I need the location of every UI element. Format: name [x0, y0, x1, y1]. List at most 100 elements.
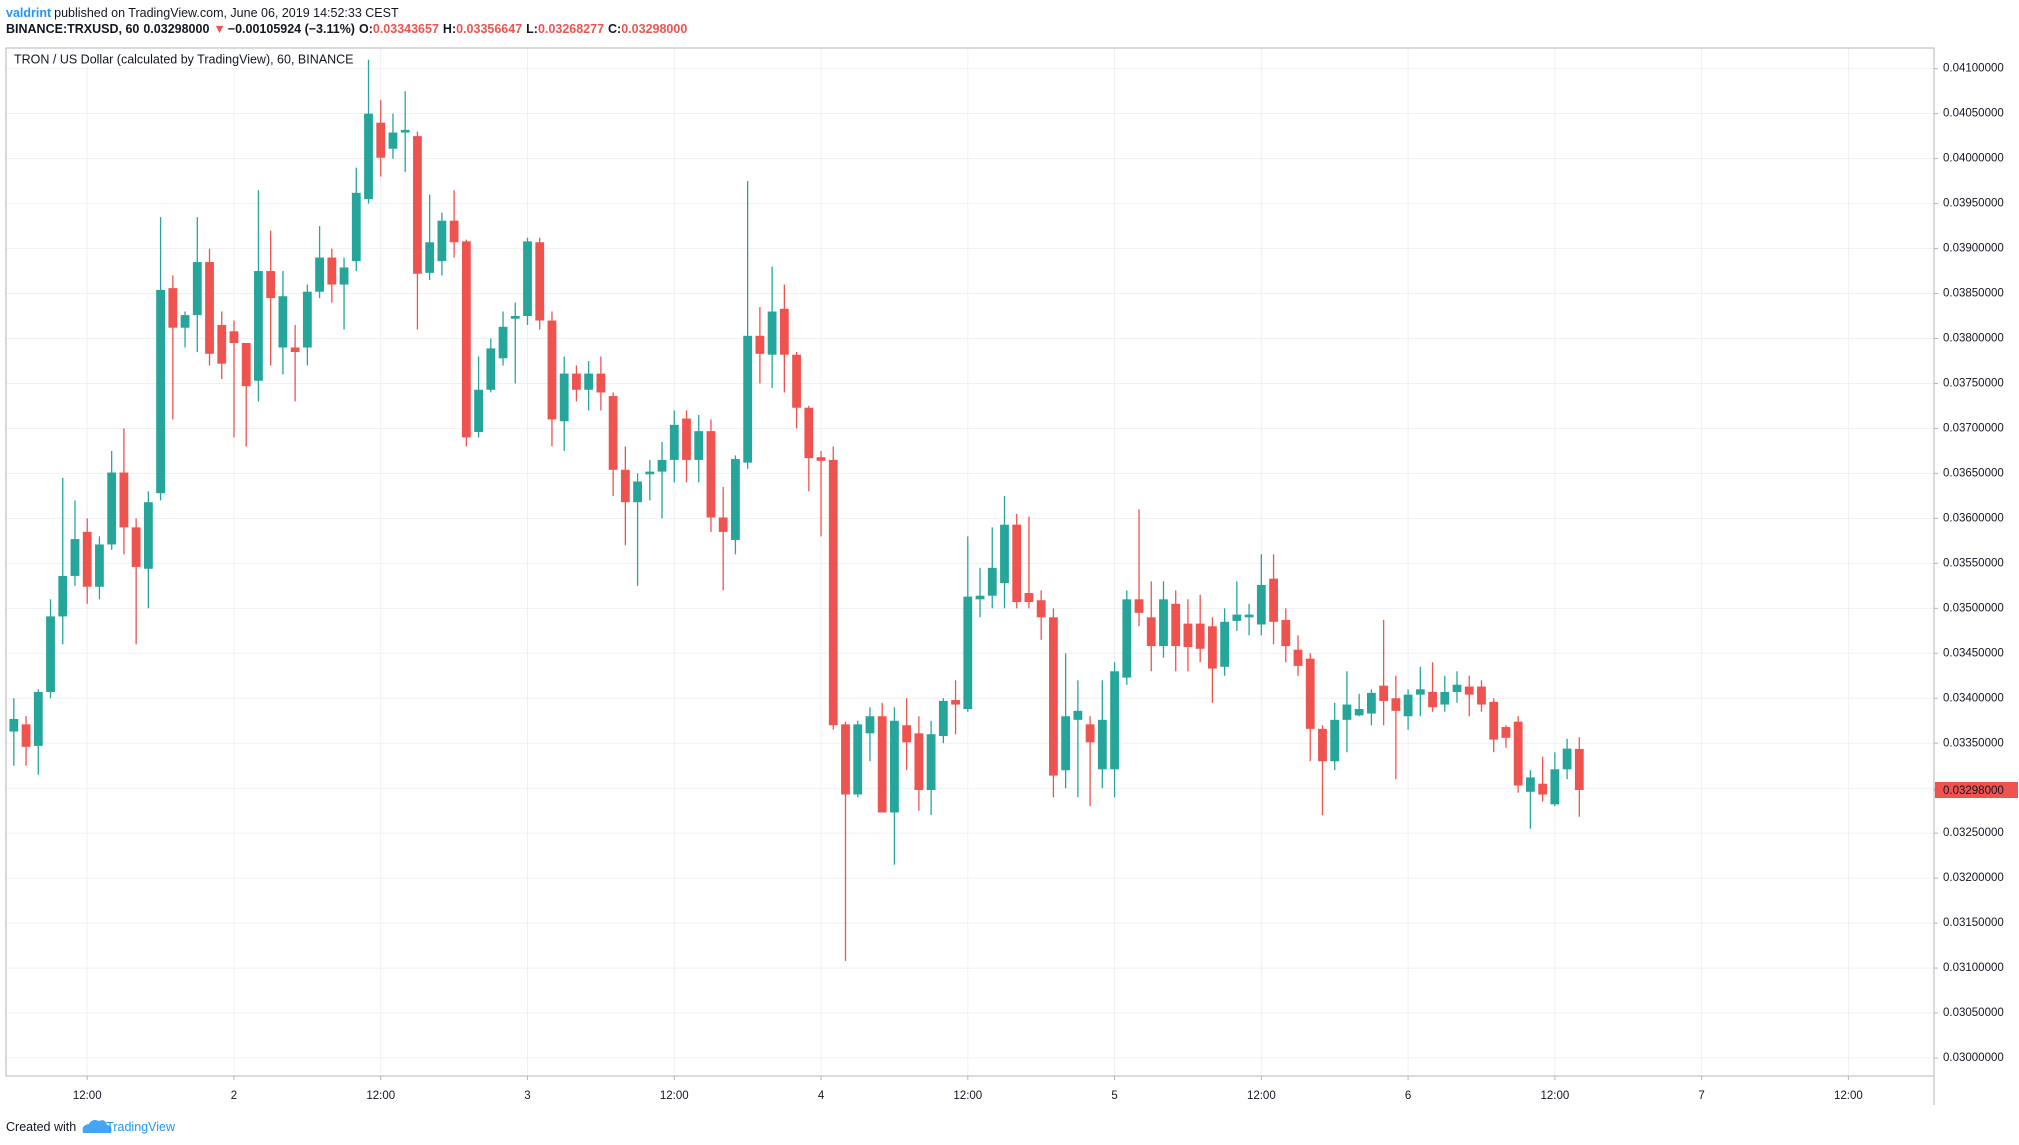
candle-body — [70, 539, 80, 576]
y-tick-label: 0.04050000 — [1943, 108, 2004, 120]
candle-body — [877, 716, 887, 813]
candle-body — [951, 700, 960, 705]
candle-body — [1391, 698, 1401, 711]
candle-body — [1477, 686, 1486, 705]
y-tick-label: 0.03600000 — [1943, 512, 2004, 524]
candle-body — [1305, 658, 1315, 729]
x-tick-label: 6 — [1405, 1090, 1411, 1102]
candle-body — [865, 716, 875, 734]
candle-body — [1012, 524, 1022, 603]
tv-logo — [82, 1120, 112, 1133]
y-tick-label: 0.03900000 — [1943, 243, 2004, 255]
candle-body — [1366, 692, 1376, 714]
o-value: 0.03343657 — [372, 22, 439, 36]
candle-body — [119, 472, 129, 528]
candle-body — [1574, 748, 1584, 790]
candle-body — [217, 325, 227, 364]
candle-body — [498, 326, 508, 359]
candle-body — [1330, 719, 1340, 762]
candle-body — [1562, 748, 1572, 770]
candle-body — [180, 315, 190, 328]
candle-body — [1183, 623, 1193, 647]
candle-body — [596, 373, 606, 393]
c-value: 0.03298000 — [621, 22, 688, 36]
last-price: 0.03298000 — [143, 22, 210, 36]
candle-body — [486, 348, 496, 390]
candle-body — [437, 220, 447, 262]
candle-body — [1318, 728, 1327, 762]
footer: Created with TradingView — [6, 1120, 179, 1134]
candle-body — [1415, 689, 1425, 695]
candle-body — [1513, 721, 1523, 786]
y-tick-label: 0.03050000 — [1943, 1007, 2004, 1019]
candle-body — [694, 431, 704, 460]
candle-body — [278, 296, 288, 348]
candle-body — [1134, 599, 1144, 613]
y-tick-label: 0.03400000 — [1943, 692, 2004, 704]
candle-body — [156, 289, 165, 494]
candle-body — [914, 733, 924, 790]
candle-body — [523, 241, 532, 317]
c-label: C: — [608, 22, 622, 36]
candle-body — [792, 354, 801, 408]
footer-prefix: Created with — [6, 1120, 77, 1134]
axes: 0.03000000 0.03050000 0.03100000 0.03150000… — [5, 47, 2018, 1105]
candle-body — [987, 567, 997, 596]
candle-body — [474, 389, 483, 433]
published: published on TradingView.com, June 06, 2… — [54, 6, 399, 20]
price-tag-label: 0.03298000 — [1943, 785, 2004, 797]
author[interactable]: valdrint — [6, 6, 52, 20]
candle-body — [975, 595, 985, 600]
candle-body — [1354, 709, 1364, 716]
change: −0.00105924 (−3.11%) — [227, 22, 355, 36]
x-tick-label: 5 — [1111, 1090, 1117, 1102]
candle-body — [1085, 724, 1095, 743]
y-tick-label: 0.03700000 — [1943, 422, 2004, 434]
candle-body — [743, 335, 753, 463]
candle-body — [963, 596, 973, 710]
candle-body — [1195, 623, 1205, 649]
candle-body — [143, 502, 153, 569]
candle-body — [1208, 626, 1217, 669]
candles — [9, 59, 1584, 961]
y-tick-label: 0.03100000 — [1943, 962, 2004, 974]
h-label: H: — [442, 22, 457, 36]
y-tick-label: 0.03500000 — [1943, 602, 2004, 614]
candle-body — [1342, 704, 1352, 720]
candle-body — [853, 724, 863, 795]
candle-body — [1171, 603, 1181, 647]
x-tick-label: 12:00 — [73, 1090, 102, 1102]
candle-body — [890, 720, 899, 813]
candle-body — [1110, 671, 1119, 770]
candle-body — [82, 531, 92, 587]
o-label: O: — [358, 22, 373, 36]
candle-body — [926, 734, 936, 790]
x-tick-label: 4 — [818, 1090, 825, 1102]
candle-body — [1159, 599, 1168, 647]
candle-body — [461, 241, 471, 438]
candle-body — [241, 342, 251, 387]
y-tick-label: 0.03350000 — [1943, 737, 2004, 749]
candle-body — [1293, 649, 1303, 666]
footer-brand[interactable]: TradingView — [106, 1120, 175, 1134]
price-tag — [1935, 781, 2018, 798]
candle-body — [168, 288, 178, 328]
candle-body — [572, 373, 581, 390]
candle-body — [339, 267, 349, 285]
y-tick-label: 0.04000000 — [1943, 153, 2004, 165]
candle-body — [1036, 600, 1046, 618]
candle-body — [1244, 614, 1254, 618]
chart-title: TRON / US Dollar (calculated by TradingV… — [14, 52, 353, 66]
candle-body — [1501, 727, 1511, 738]
candle-body — [767, 311, 777, 355]
candle-body — [804, 407, 814, 459]
candle-body — [828, 459, 838, 726]
x-tick-label: 12:00 — [660, 1090, 689, 1102]
candle-body — [449, 220, 459, 243]
header-line-2: BINANCE:TRXUSD, 60 0.03298000 ▼ −0.00105924… — [6, 22, 691, 36]
candle-body — [657, 459, 667, 472]
x-tick-label: 3 — [524, 1090, 530, 1102]
candle-body — [755, 335, 765, 354]
candle-body — [229, 331, 239, 343]
